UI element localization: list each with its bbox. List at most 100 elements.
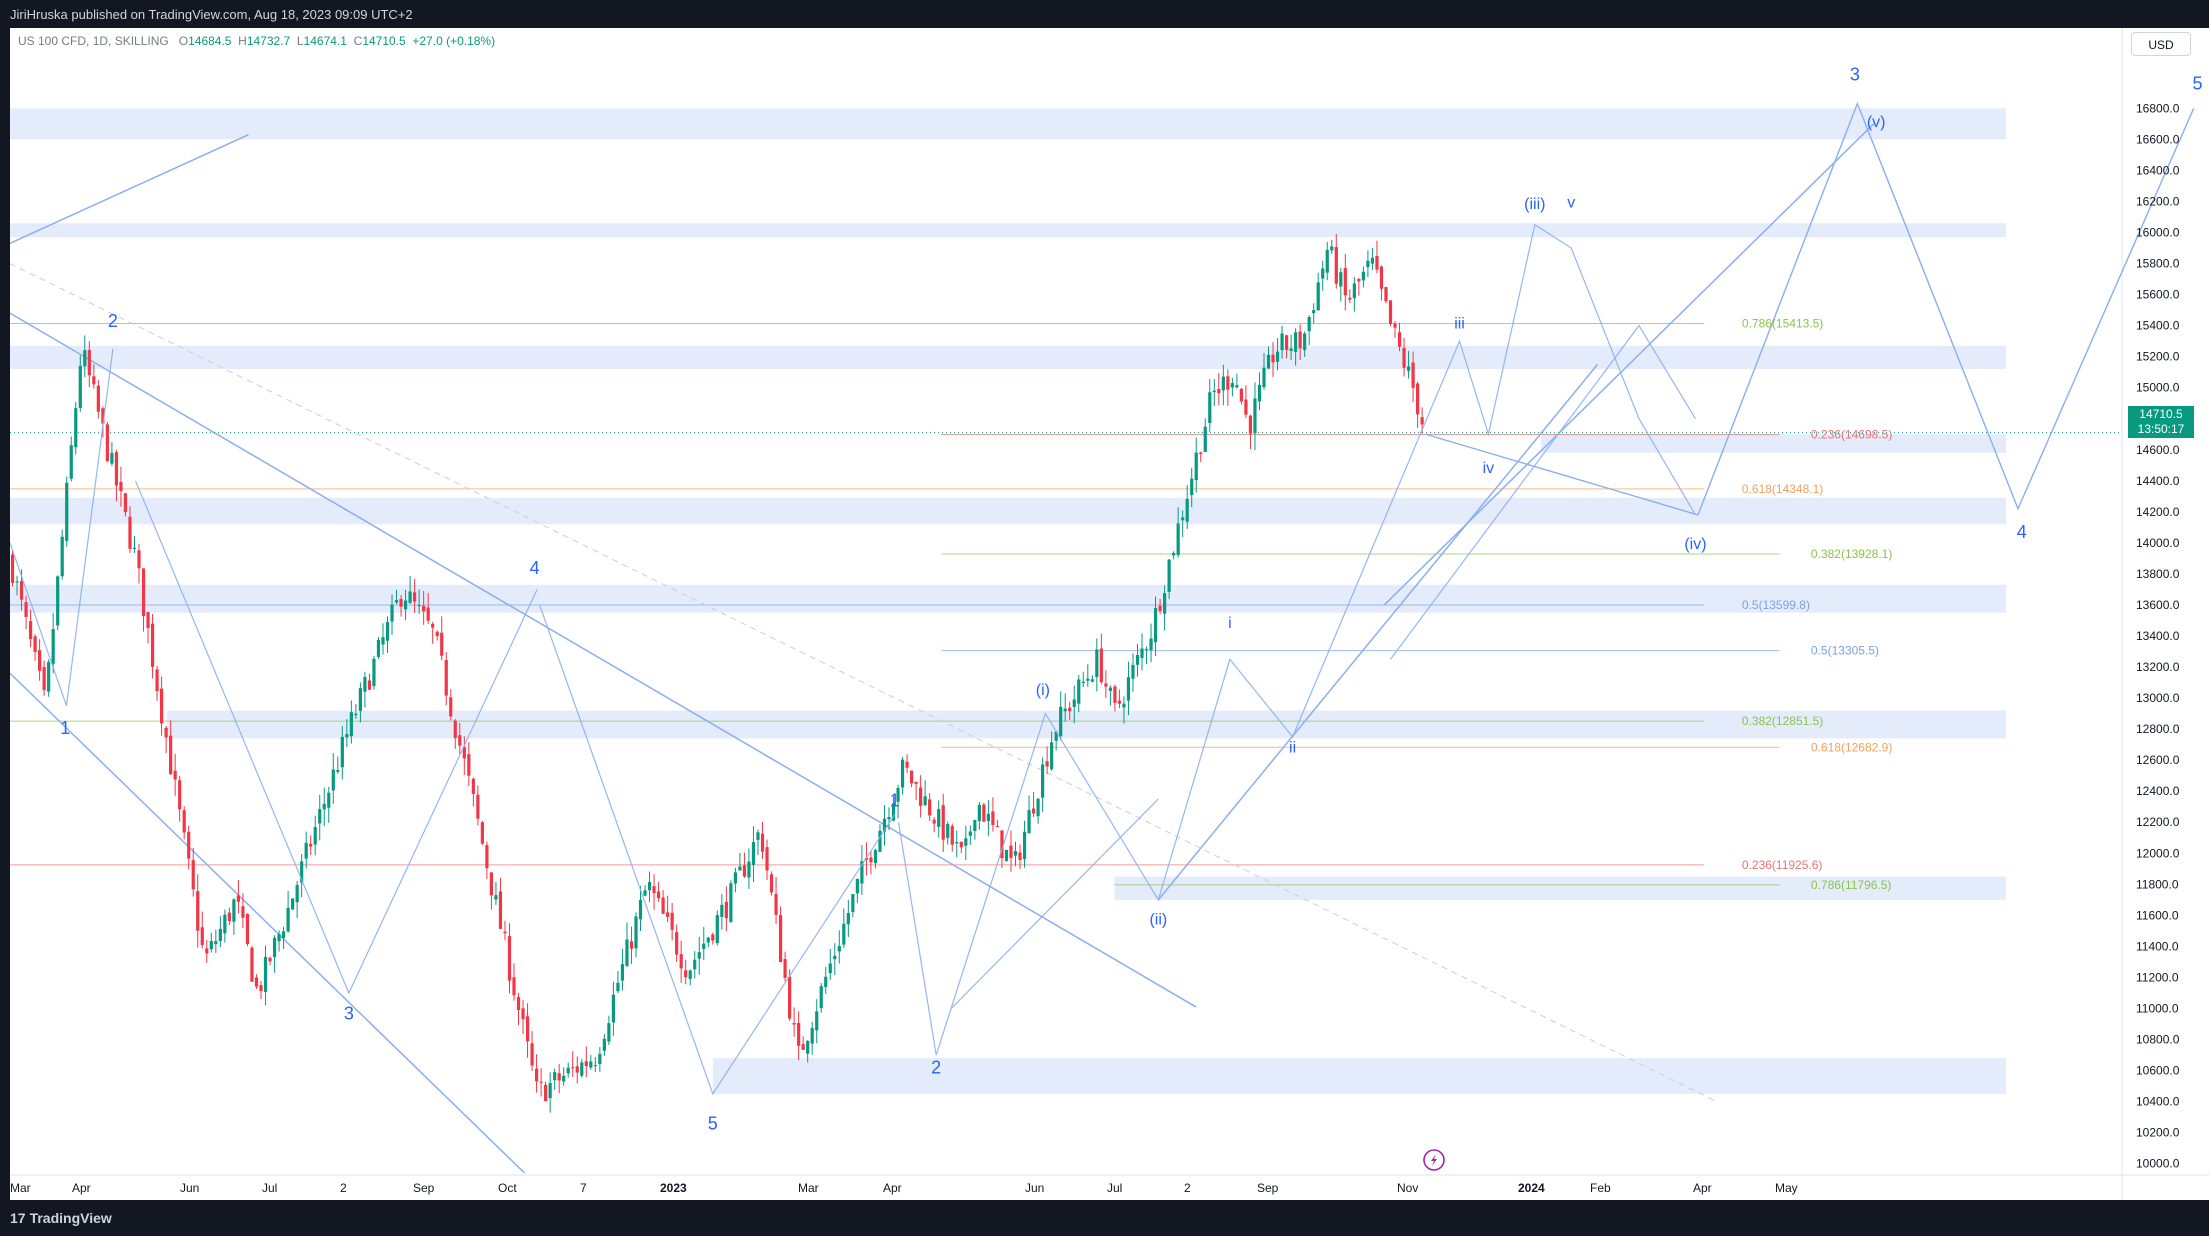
candle-body xyxy=(778,915,783,963)
price-tick-label: 12600.0 xyxy=(2136,753,2180,767)
wave-label: iii xyxy=(1454,316,1465,333)
candle-body xyxy=(141,568,146,617)
candle-body xyxy=(756,832,760,840)
candle-body xyxy=(1253,398,1257,434)
fib-level-label: 0.786(11796.5) xyxy=(1811,878,1892,892)
candle-body xyxy=(995,826,1000,828)
candle-body xyxy=(146,612,150,628)
candle-body xyxy=(1379,266,1384,289)
candle-body xyxy=(51,629,55,664)
chart-canvas[interactable]: 0.786(15413.5) 0.236(14698.5) 0.618(14348.… xyxy=(10,28,2209,1200)
price-tick-label: 12000.0 xyxy=(2136,846,2180,860)
candle-body xyxy=(426,607,430,621)
price-tick-label: 11800.0 xyxy=(2136,877,2179,891)
candle-body xyxy=(169,735,173,775)
candle-body xyxy=(173,770,177,780)
candle-body xyxy=(1045,761,1049,767)
time-axis[interactable]: Mar Apr Jun Jul 2 Sep Oct 7 2023 Mar Apr Jun Jul 2 Sep… xyxy=(10,1181,1798,1195)
candle-body xyxy=(132,547,137,549)
open-label: O xyxy=(178,34,189,48)
candle-body xyxy=(10,554,15,583)
candle-body xyxy=(647,882,652,891)
open-value: 14684.5 xyxy=(188,34,232,48)
price-axis[interactable]: 16800.0 16600.0 16400.0 16200.0 16000.0 15800… xyxy=(2136,101,2180,1170)
candle-body xyxy=(1226,376,1230,390)
candle-body xyxy=(598,1053,602,1064)
candle-body xyxy=(914,781,918,784)
candle-body xyxy=(304,842,308,859)
price-tick-label: 13400.0 xyxy=(2136,629,2180,643)
candle-body xyxy=(227,912,231,922)
candle-body xyxy=(1416,383,1420,415)
candle-body xyxy=(982,804,986,822)
candle-body xyxy=(783,959,787,978)
candle-body xyxy=(1397,332,1402,347)
currency-button[interactable]: USD xyxy=(2131,32,2191,56)
candle-body xyxy=(1054,731,1058,741)
candle-body xyxy=(1375,256,1379,270)
candle-body xyxy=(345,734,349,738)
high-label: H xyxy=(238,34,247,48)
candle-body xyxy=(923,796,927,806)
candle-body xyxy=(977,804,981,822)
candle-body xyxy=(467,754,471,776)
candle-body xyxy=(1027,810,1031,834)
candle-body xyxy=(1212,390,1216,392)
candle-body xyxy=(1004,849,1009,861)
candle-body xyxy=(751,841,756,865)
candle-body xyxy=(941,805,945,840)
candle-body xyxy=(408,591,412,603)
trend-line xyxy=(1157,363,1599,901)
candle-body xyxy=(959,841,963,848)
candle-body xyxy=(1144,648,1149,650)
candle-body xyxy=(553,1072,557,1081)
candle-body xyxy=(187,831,191,859)
fib-level-label: 0.786(15413.5) xyxy=(1742,317,1823,331)
wave-label: (i) xyxy=(1036,682,1050,699)
candle-body xyxy=(1122,703,1126,708)
wave-connector xyxy=(10,348,114,707)
candle-body xyxy=(218,928,222,942)
candle-body xyxy=(878,830,882,852)
candle-body xyxy=(128,516,132,549)
time-tick-label: Apr xyxy=(1693,1181,1712,1195)
candle-body xyxy=(96,385,100,412)
candle-body xyxy=(340,736,344,768)
candle-body xyxy=(810,1027,814,1044)
candle-body xyxy=(137,550,141,569)
candle-body xyxy=(1013,851,1018,856)
candle-body xyxy=(1284,335,1289,350)
candle-body xyxy=(471,778,475,795)
wave-label: 2 xyxy=(108,311,118,331)
price-tick-label: 16200.0 xyxy=(2136,194,2180,208)
candle-body xyxy=(245,913,250,944)
candle-body xyxy=(788,976,792,1019)
candle-body xyxy=(367,680,372,690)
candle-body xyxy=(589,1061,593,1068)
brand-name: TradingView xyxy=(29,1210,112,1226)
time-tick-label: Mar xyxy=(10,1181,31,1195)
candle-body xyxy=(38,650,42,671)
lightning-icon[interactable] xyxy=(1423,1149,1445,1171)
candle-body xyxy=(200,927,204,946)
candle-body xyxy=(1244,399,1248,415)
last-price-badge: 14710.5 13:50:17 xyxy=(2128,406,2194,438)
price-tick-label: 15600.0 xyxy=(2136,288,2180,302)
candle-body xyxy=(720,904,724,917)
candle-body xyxy=(1280,333,1284,351)
price-tick-label: 13800.0 xyxy=(2136,567,2180,581)
candle-body xyxy=(1312,310,1316,314)
candle-body xyxy=(706,937,710,943)
time-tick-label: Jul xyxy=(262,1181,277,1195)
price-tick-label: 14600.0 xyxy=(2136,443,2180,457)
candle-body xyxy=(431,623,435,628)
candle-body xyxy=(1041,764,1045,798)
candle-body xyxy=(485,845,489,869)
support-zone xyxy=(10,223,2006,238)
tradingview-brand[interactable]: 17 TradingView xyxy=(10,1210,112,1226)
time-tick-label: Oct xyxy=(498,1181,517,1195)
candle-body xyxy=(909,770,914,784)
chart-area[interactable]: 0.786(15413.5) 0.236(14698.5) 0.618(14348.… xyxy=(10,28,2209,1200)
candle-body xyxy=(1420,417,1424,425)
candle-body xyxy=(1163,593,1167,614)
